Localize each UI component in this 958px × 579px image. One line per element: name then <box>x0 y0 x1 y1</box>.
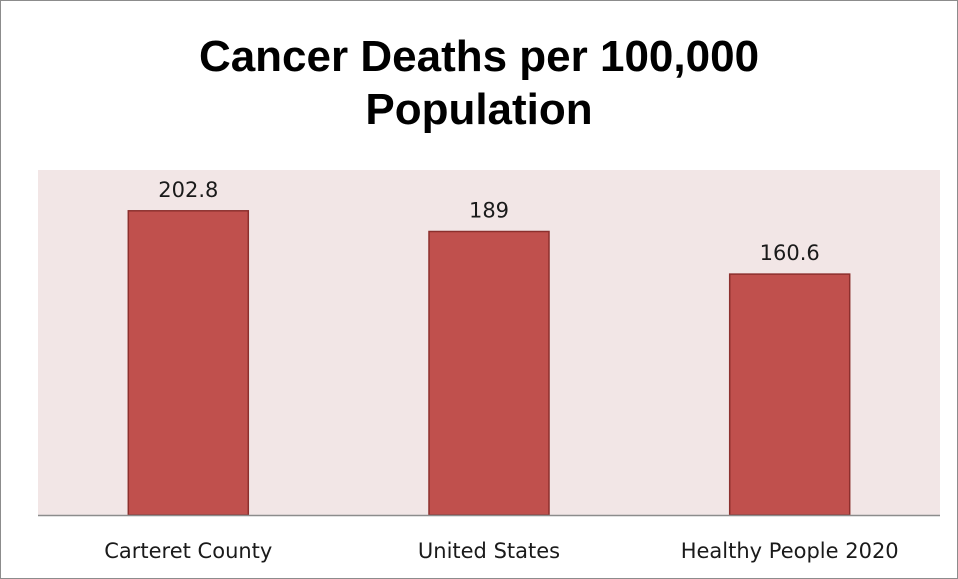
x-tick-label: Carteret County <box>104 539 272 563</box>
data-label: 160.6 <box>760 241 820 265</box>
x-tick-label: Healthy People 2020 <box>681 539 899 563</box>
data-label: 189 <box>469 199 509 223</box>
x-tick-label: United States <box>418 539 560 563</box>
data-label: 202.8 <box>158 178 218 202</box>
bar-healthy-people-2020 <box>730 274 850 515</box>
bar-united-states <box>429 232 549 516</box>
bar-carteret-county <box>128 211 248 515</box>
